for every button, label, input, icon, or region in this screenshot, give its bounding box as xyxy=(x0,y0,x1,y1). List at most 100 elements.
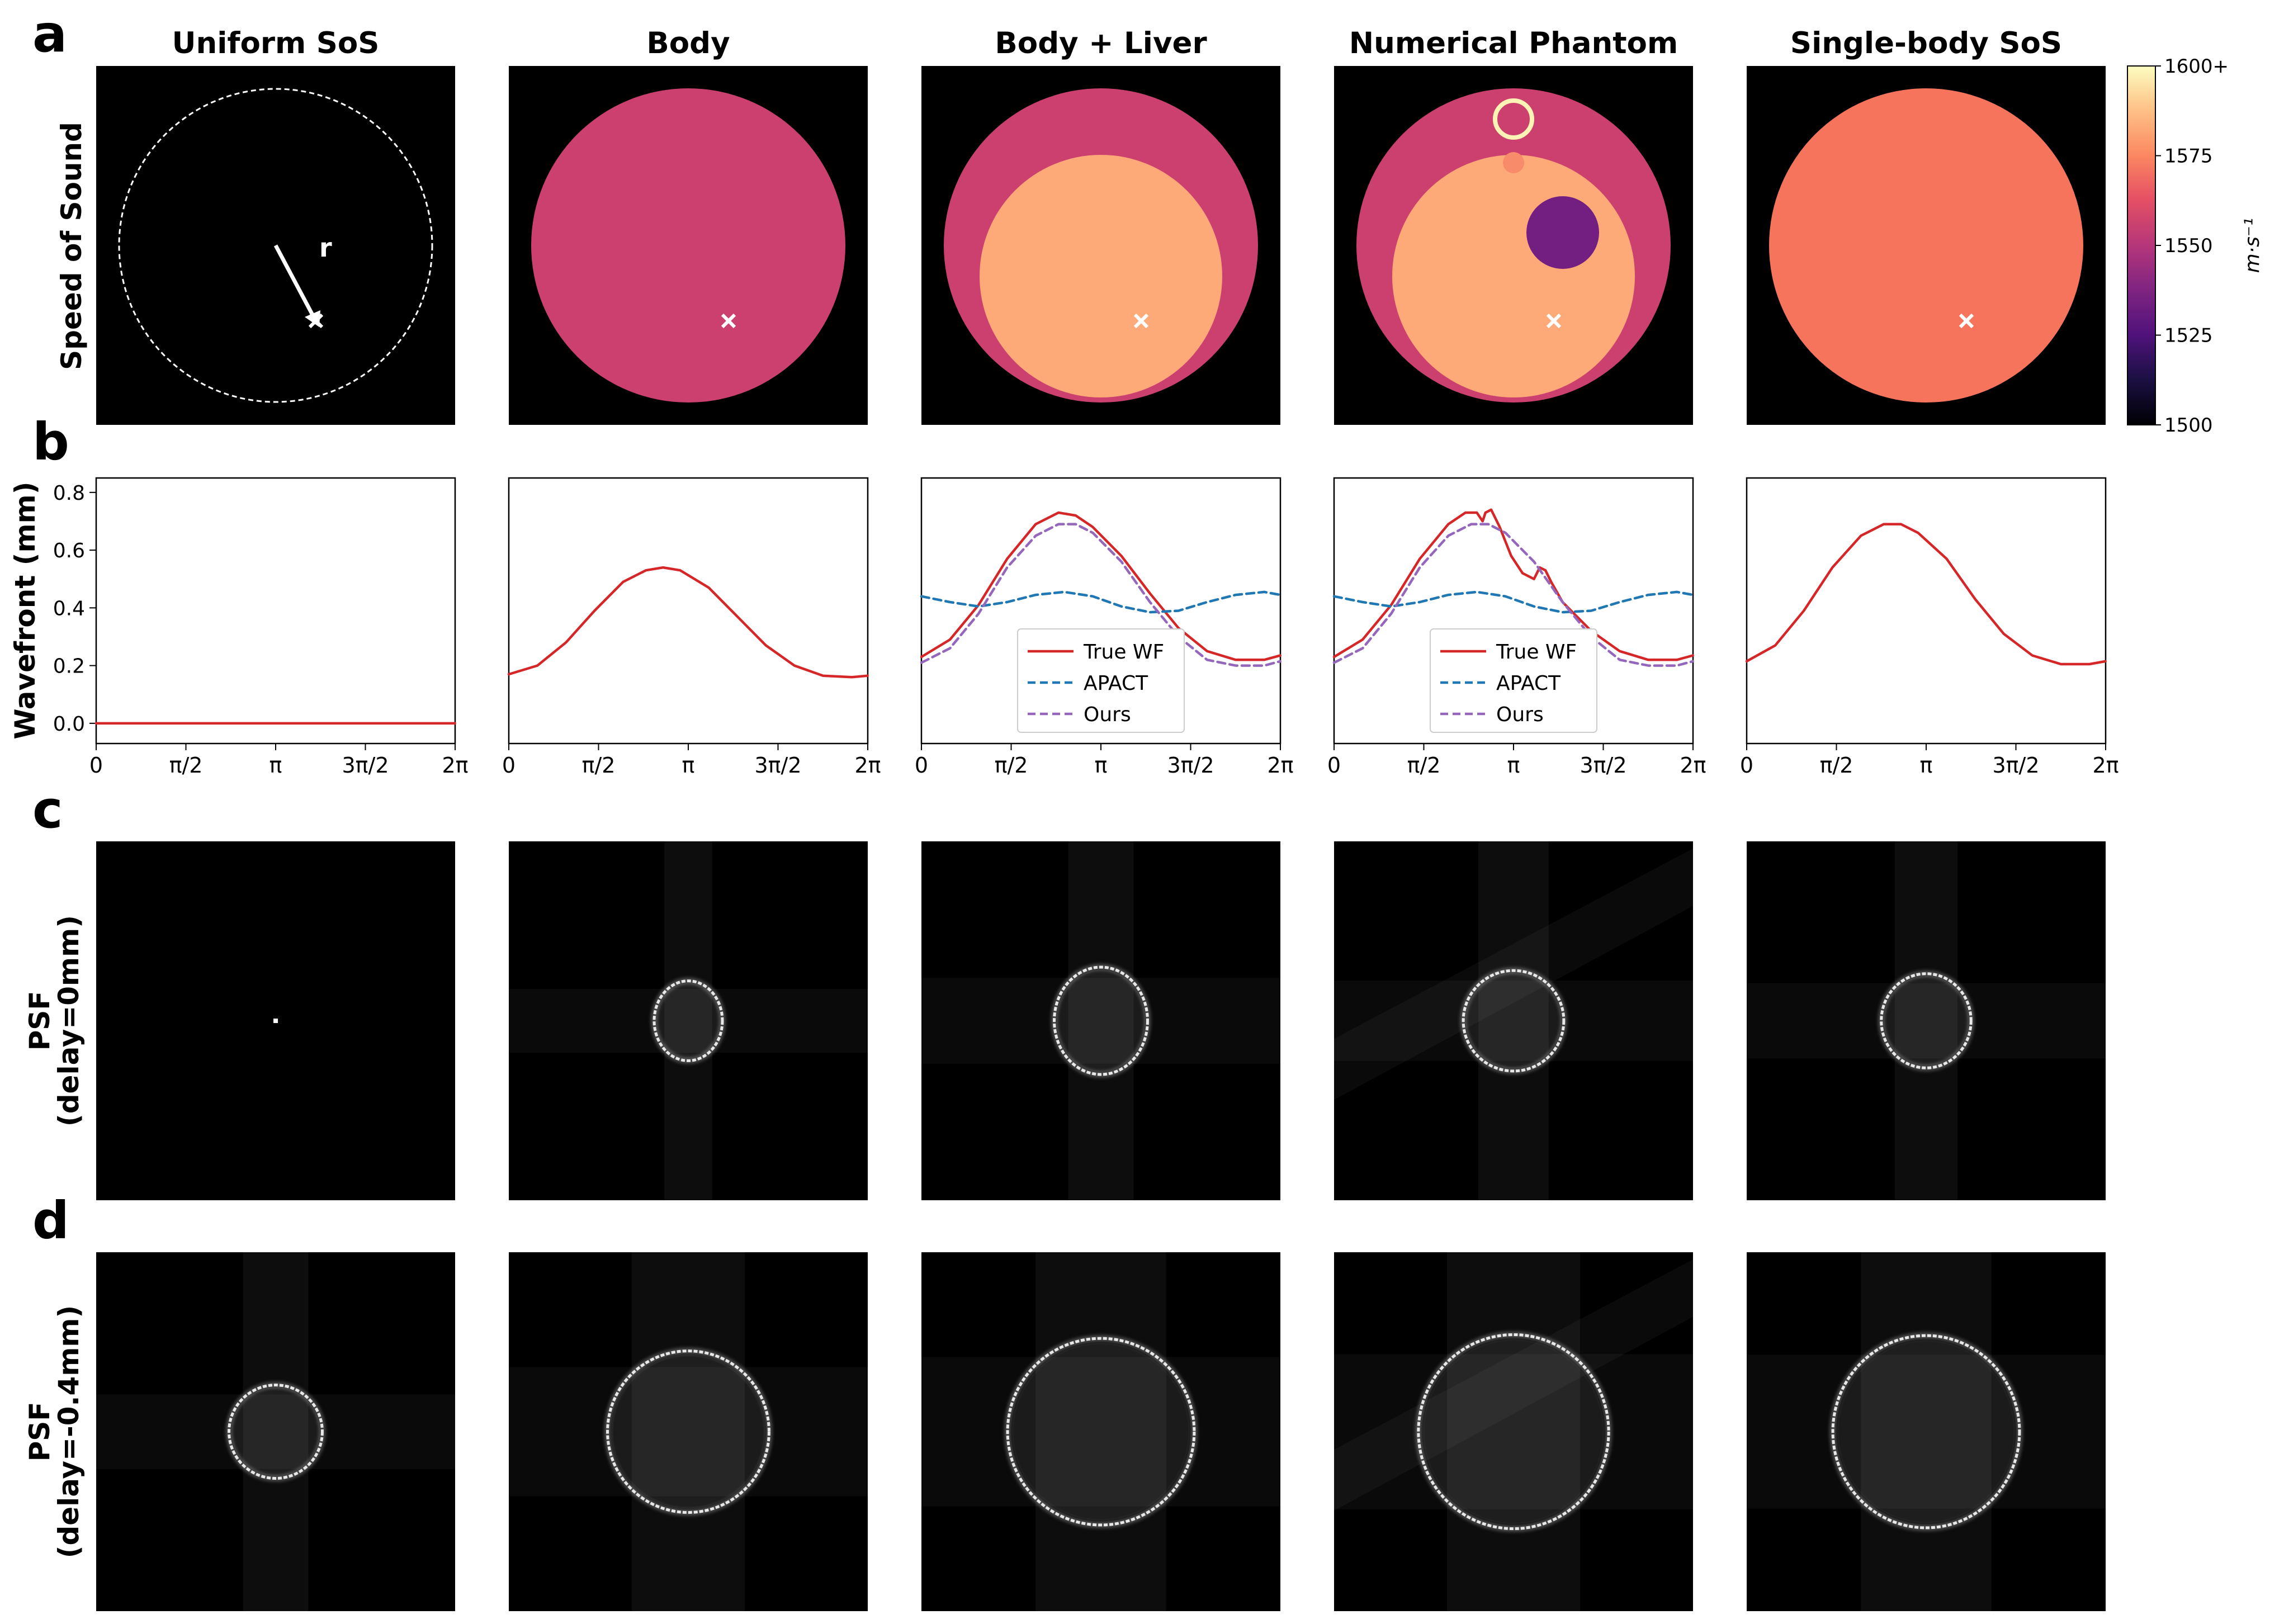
diagonal-streak xyxy=(1334,1259,1693,1511)
psf-content xyxy=(921,841,1280,1200)
horizontal-streak xyxy=(1747,983,2106,1059)
psf-background xyxy=(96,1252,455,1611)
psf-background xyxy=(509,1252,868,1611)
vertical-streak xyxy=(631,1252,745,1611)
panel-letter-a: a xyxy=(32,4,67,64)
psf-panel xyxy=(921,1252,1280,1611)
single-body-disc xyxy=(1769,88,2083,403)
legend-label: Ours xyxy=(1084,703,1131,726)
row-label-psf4-delay: (delay=-0.4mm) xyxy=(53,1305,85,1559)
horizontal-streak xyxy=(1334,1354,1693,1509)
legend-label: APACT xyxy=(1084,672,1148,695)
psf-ring xyxy=(1462,969,1566,1073)
series-line-true-wf xyxy=(920,511,1282,661)
plot-frame xyxy=(95,477,456,745)
psf-inner-haze xyxy=(1883,976,1969,1066)
psf-panel xyxy=(1334,841,1693,1200)
liver-disc xyxy=(1392,155,1635,397)
plot-frame xyxy=(508,477,869,745)
x-tick-label: 3π/2 xyxy=(1580,753,1626,778)
vertical-streak xyxy=(1068,841,1134,1200)
horizontal-streak xyxy=(509,1367,868,1497)
x-tick-label: 3π/2 xyxy=(754,753,801,778)
psf-panel xyxy=(96,841,455,1200)
column-title: Uniform SoS xyxy=(172,26,380,60)
wavefront-panel: 0 π/2 π 3π/2 2π 0.0 0.2 0.4 0.6 0.8 xyxy=(53,477,469,778)
psf-background xyxy=(921,1252,1280,1611)
wavefront-panel: 0 π/2 π 3π/2 2π True WF APACT Ours xyxy=(1327,477,1706,778)
psf-content xyxy=(1747,1252,2106,1611)
row-label-psf0-delay: (delay=0mm) xyxy=(53,915,85,1126)
psf-panel xyxy=(921,841,1280,1200)
y-tick-label: 0.8 xyxy=(53,482,85,505)
panel-letter-d: d xyxy=(32,1191,69,1251)
column-title: Body + Liver xyxy=(995,26,1207,60)
x-tick-label: 0 xyxy=(89,753,103,778)
target-marker xyxy=(1959,313,1974,329)
liver-disc xyxy=(980,155,1222,397)
legend-label: True WF xyxy=(1083,641,1164,664)
psf-inner-haze xyxy=(656,983,721,1059)
x-tick-label: 2π xyxy=(854,753,881,778)
target-marker xyxy=(721,313,736,329)
legend-label: APACT xyxy=(1496,672,1561,695)
panel-letter-b: b xyxy=(32,412,69,472)
psf-inner-haze xyxy=(1423,1339,1604,1524)
psf-panel xyxy=(96,1252,455,1611)
y-tick-label: 0.0 xyxy=(53,713,85,736)
vertical-streak xyxy=(243,1252,309,1611)
target-marker xyxy=(1546,313,1562,329)
psf-inner-haze xyxy=(1837,1340,2015,1523)
x-tick-label: 0 xyxy=(1740,753,1753,778)
column-titles: Uniform SoS Body Body + Liver Numerical Pha… xyxy=(172,26,2063,60)
wavefront-panel: 0 π/2 π 3π/2 2π xyxy=(1740,477,2119,778)
legend-box xyxy=(1017,628,1185,733)
psf-panel xyxy=(1747,1252,2106,1611)
horizontal-streak xyxy=(921,1357,1280,1507)
psf-inner-haze xyxy=(1056,969,1146,1072)
x-tick-label: 3π/2 xyxy=(1992,753,2039,778)
plot-frame xyxy=(1746,477,2107,745)
colorbar-gradient xyxy=(2127,65,2156,425)
colorbar-tick-label: 1550 xyxy=(2164,235,2213,257)
psf-content xyxy=(1747,841,2106,1200)
psf-inner-haze xyxy=(231,1387,320,1476)
sos-map-uniform: r xyxy=(96,66,455,425)
psf-ring xyxy=(1417,1333,1610,1531)
x-tick-label: 3π/2 xyxy=(342,753,389,778)
x-tick-label: 0 xyxy=(915,753,928,778)
series-line-true-wf xyxy=(1745,523,2107,666)
small-spot xyxy=(1503,152,1524,173)
psf-content xyxy=(1334,841,1693,1200)
x-tick-label: 2π xyxy=(2092,753,2119,778)
series-line-ours xyxy=(920,523,1282,667)
psf-panel xyxy=(509,841,868,1200)
column-title: Single-body SoS xyxy=(1790,26,2062,60)
horizontal-streak xyxy=(96,1394,455,1469)
psf-ring xyxy=(1880,972,1973,1069)
series-line-true-wf xyxy=(1332,508,1694,661)
legend-label: True WF xyxy=(1496,641,1577,664)
sos-map-row: r xyxy=(96,66,2106,425)
row-label-wavefront: Wavefront (mm) xyxy=(9,481,41,739)
diagonal-streak xyxy=(1334,848,1693,1100)
psf-point xyxy=(273,1019,278,1023)
x-tick-label: π xyxy=(1507,753,1520,778)
x-tick-label: 3π/2 xyxy=(1167,753,1214,778)
legend-label: Ours xyxy=(1496,703,1544,726)
tumor-disc xyxy=(1526,196,1599,269)
legend-box xyxy=(1430,628,1597,733)
colorbar: 1500 1525 1550 1575 1600+ m·s⁻¹ xyxy=(2127,55,2264,437)
ring-marker xyxy=(1493,98,1534,140)
sos-map-body xyxy=(509,66,868,425)
row-label-sos: Speed of Sound xyxy=(55,122,88,370)
y-tick-label: 0.6 xyxy=(53,539,85,562)
wavefront-row: 0 π/2 π 3π/2 2π 0.0 0.2 0.4 0.6 0.8 0 π/2 π 3π/2 2π 0 π/… xyxy=(53,477,2119,778)
psf-panel xyxy=(509,1252,868,1611)
dashed-boundary xyxy=(118,88,433,403)
vertical-streak xyxy=(1861,1252,1992,1611)
series-line-true-wf xyxy=(507,566,869,679)
panel-letter-c: c xyxy=(32,780,63,840)
psf-content xyxy=(921,1252,1280,1611)
